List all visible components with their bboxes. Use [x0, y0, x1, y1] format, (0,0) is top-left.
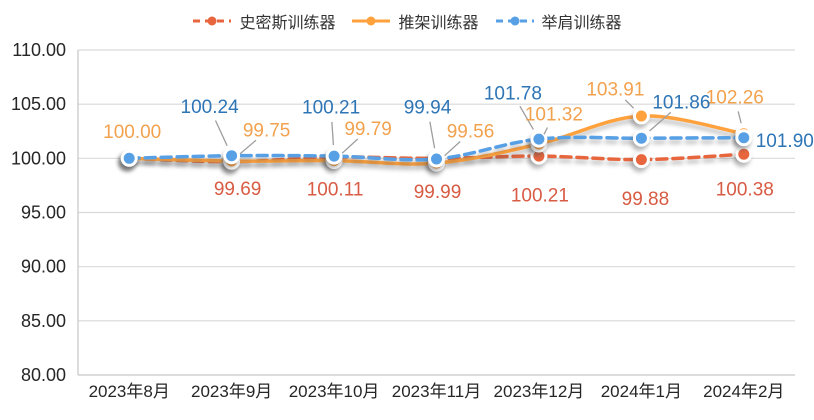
data-label-smith: 100.11	[307, 180, 364, 201]
y-tick-label: 85.00	[21, 311, 66, 331]
legend-label: 推架训练器	[398, 15, 479, 32]
x-axis-label: 2023年10月	[289, 382, 380, 401]
data-label-shoulder: 101.78	[484, 84, 542, 105]
data-label-rack: 99.56	[447, 122, 495, 143]
label-leader-line	[543, 127, 549, 135]
x-axis-label: 2024年2月	[703, 382, 784, 401]
data-point-shoulder	[428, 150, 445, 168]
chart-legend: 史密斯训练器 推架训练器 举肩训练器	[0, 8, 814, 34]
label-leader-line	[214, 120, 228, 146]
data-point-shoulder	[632, 129, 650, 147]
y-tick-label: 110.00	[12, 40, 66, 60]
label-leader-line	[331, 121, 335, 146]
label-leader-line	[341, 138, 359, 154]
legend-marker-icon	[193, 16, 232, 26]
data-label-smith: 99.88	[622, 189, 670, 210]
legend-label: 举肩训练器	[541, 15, 622, 32]
x-axis-label: 2023年11月	[392, 382, 481, 401]
data-point-smith	[632, 151, 650, 169]
y-tick-label: 105.00	[11, 94, 66, 114]
data-point-shoulder	[120, 149, 138, 167]
data-label-rack: 99.79	[344, 119, 392, 140]
legend-item-smith: 史密斯训练器	[192, 9, 335, 33]
legend-label: 史密斯训练器	[239, 15, 336, 32]
data-point-shoulder	[735, 129, 753, 147]
data-label-rack: 100.00	[103, 122, 161, 143]
y-tick-label: 100.00	[11, 148, 66, 168]
legend-item-shoulder: 举肩训练器	[495, 9, 622, 33]
data-label-rack: 101.32	[525, 105, 583, 126]
data-point-smith	[735, 145, 753, 163]
y-tick-label: 90.00	[21, 257, 66, 277]
legend-marker-icon	[495, 16, 534, 26]
data-label-shoulder: 101.86	[652, 93, 710, 114]
x-axis-label: 2023年12月	[494, 382, 585, 401]
data-label-rack: 103.91	[586, 80, 644, 101]
data-label-shoulder: 100.24	[181, 97, 240, 118]
label-leader-line	[737, 111, 742, 124]
data-label-smith: 100.21	[511, 186, 569, 207]
legend-item-rack: 推架训练器	[351, 9, 479, 33]
data-label-smith: 100.38	[716, 180, 774, 201]
data-label-rack: 102.26	[706, 87, 764, 108]
data-point-shoulder	[223, 147, 241, 165]
x-axis-label: 2023年9月	[191, 382, 272, 401]
data-label-shoulder: 101.90	[756, 131, 814, 152]
label-leader-line	[444, 141, 461, 157]
data-point-shoulder	[530, 130, 548, 148]
label-leader-line	[649, 111, 672, 132]
data-label-rack: 99.75	[243, 121, 291, 142]
data-label-shoulder: 99.94	[404, 98, 452, 119]
data-label-smith: 99.69	[214, 179, 262, 200]
label-leader-line	[239, 139, 257, 155]
data-point-rack	[632, 107, 650, 125]
data-label-shoulder: 100.21	[302, 98, 360, 119]
label-leader-line	[624, 99, 635, 109]
y-tick-label: 80.00	[21, 365, 66, 385]
x-axis-label: 2023年8月	[89, 382, 170, 401]
label-leader-line	[519, 105, 534, 130]
x-axis-label: 2024年1月	[601, 382, 682, 401]
y-tick-label: 95.00	[21, 203, 66, 223]
data-point-shoulder	[325, 147, 343, 165]
legend-marker-icon	[352, 16, 391, 26]
label-leader-line	[429, 121, 436, 149]
data-label-smith: 99.99	[414, 182, 462, 203]
